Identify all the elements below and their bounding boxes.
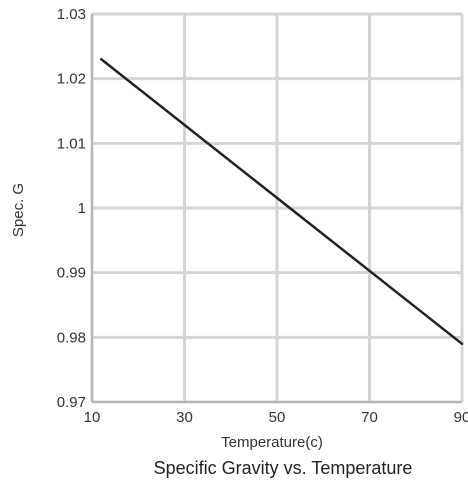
series-layer [100,58,464,346]
y-tick-label-4: 1.01 [57,135,86,152]
grid [90,12,464,404]
x-tick-label-1: 30 [176,409,193,426]
x-tick-label-0: 10 [84,409,101,426]
tick-labels: 10 30 50 70 90 0.97 0.98 0.99 1 1.01 1.02 1.03 [57,6,468,426]
x-tick-label-2: 50 [269,409,286,426]
y-tick-label-0: 0.97 [57,394,86,411]
x-tick-label-4: 90 [454,409,468,426]
y-tick-label-5: 1.02 [57,71,86,88]
y-tick-label-2: 0.99 [57,265,86,282]
y-tick-label-6: 1.03 [57,6,86,23]
y-tick-label-3: 1 [78,200,86,217]
chart-title: Specific Gravity vs. Temperature [154,458,413,478]
series-line-0 [100,58,464,346]
x-tick-label-3: 70 [361,409,378,426]
axes [91,14,462,403]
y-tick-label-1: 0.98 [57,329,86,346]
y-axis-label: Spec. G [10,183,27,237]
x-axis-label: Temperature(c) [221,434,323,451]
